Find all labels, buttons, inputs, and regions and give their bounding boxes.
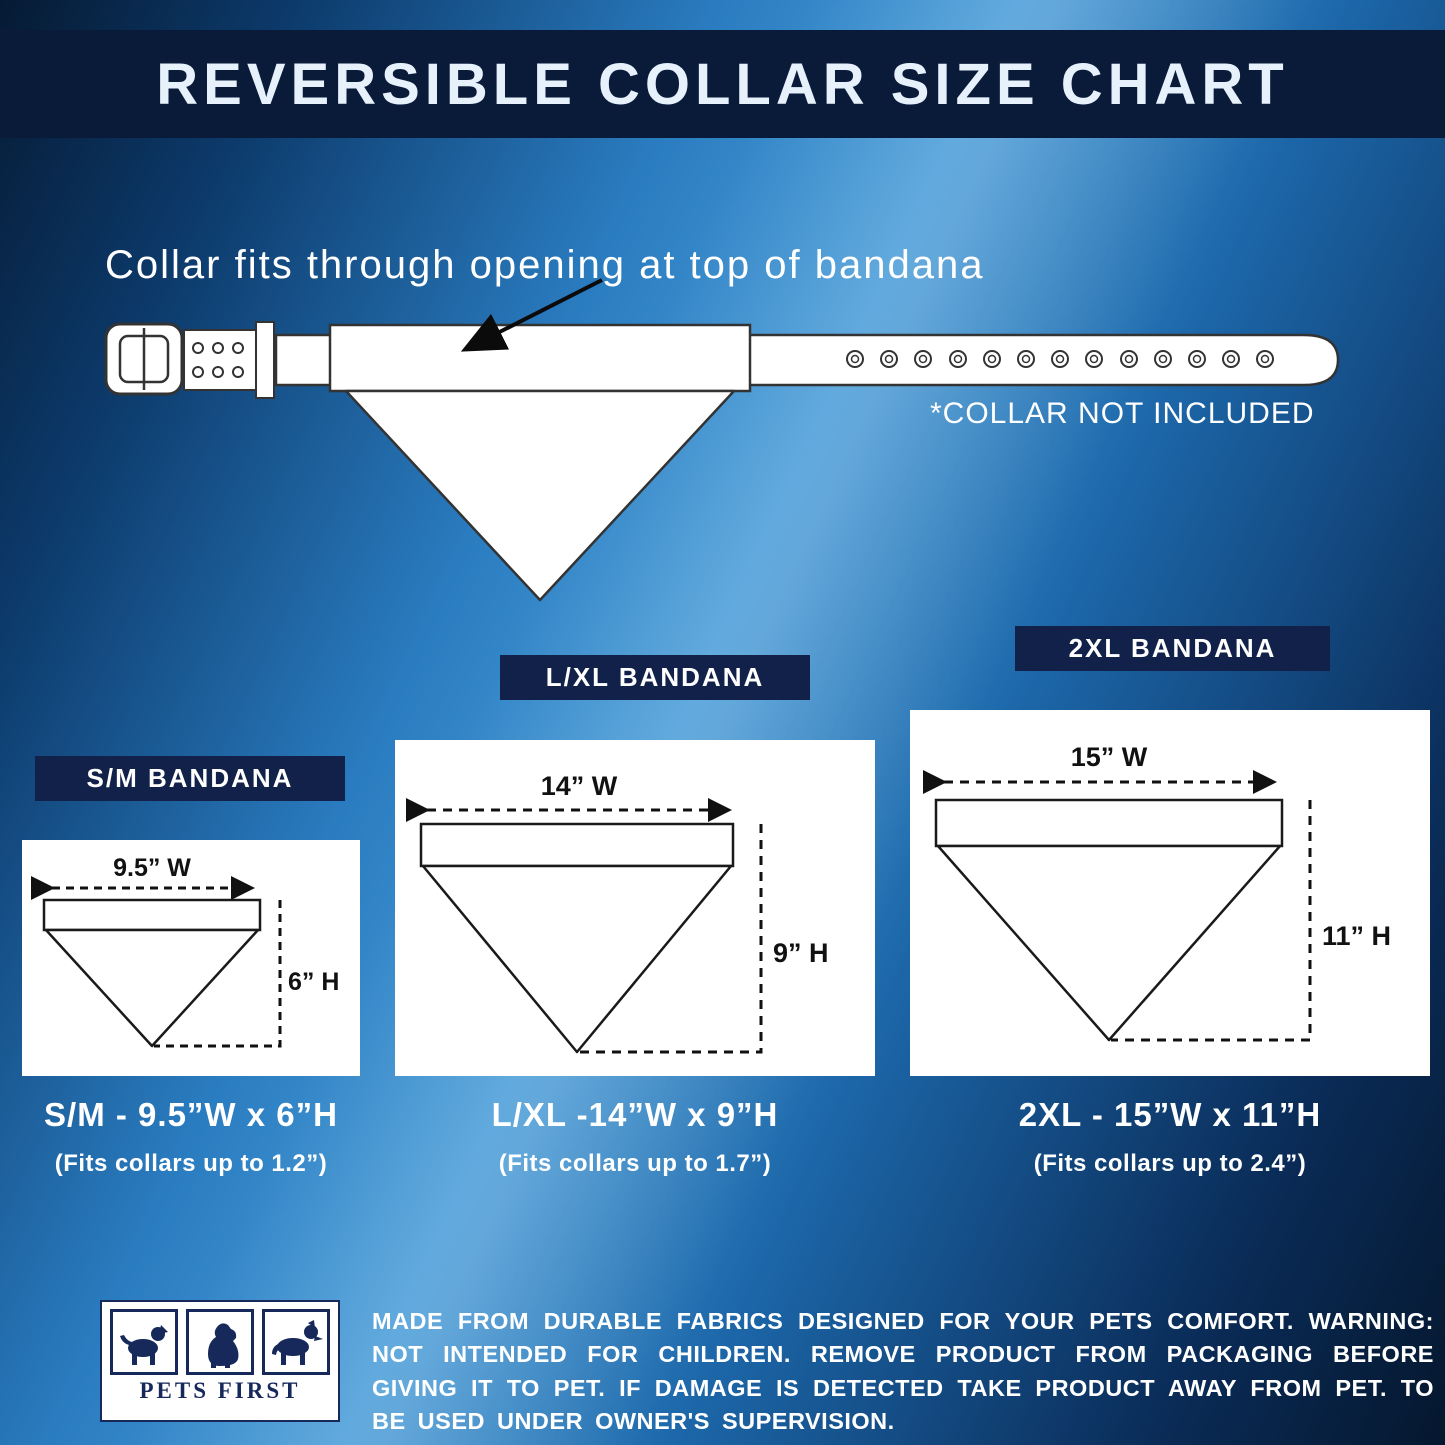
collar-illustration — [104, 278, 1340, 602]
size-diagram-2xl: 15” W 11” H — [910, 710, 1430, 1076]
collar-caption: Collar fits through opening at top of ba… — [105, 243, 985, 287]
bandana-sleeve — [328, 323, 752, 393]
bandana-triangle — [421, 864, 733, 1054]
width-label: 9.5” W — [113, 854, 191, 882]
height-label: 9” H — [773, 938, 829, 968]
bandana-triangle — [344, 389, 736, 602]
fits-text-2xl: (Fits collars up to 2.4”) — [1033, 1150, 1307, 1177]
dims-text-sm: S/M - 9.5”W x 6”H — [44, 1096, 338, 1133]
height-label: 6” H — [288, 968, 339, 996]
size-label-2xl: 2XL BANDANA — [1015, 626, 1330, 671]
dog-icon — [262, 1309, 330, 1375]
fits-text-sm: (Fits collars up to 1.2”) — [54, 1150, 328, 1177]
bandana-triangle — [44, 928, 260, 1048]
title-banner: REVERSIBLE COLLAR SIZE CHART — [0, 30, 1445, 138]
dims-text-lxl: L/XL -14”W x 9”H — [491, 1096, 779, 1133]
dog-icon — [110, 1309, 178, 1375]
panel-lxl: L/XL BANDANA 14” W 9” H L/XL -14”W x 9”H… — [395, 655, 875, 1200]
pets-first-logo: PETS FIRST — [100, 1300, 340, 1422]
height-guide — [1111, 800, 1312, 1042]
size-label-lxl: L/XL BANDANA — [500, 655, 810, 700]
bandana-band — [934, 798, 1284, 848]
brand-name: PETS FIRST — [139, 1378, 301, 1403]
bandana-band — [42, 898, 262, 932]
bandana-triangle — [936, 844, 1282, 1042]
pointer-arrow-icon — [460, 278, 603, 352]
bandana-diagram-2xl: 15” W 11” H — [923, 742, 1391, 1042]
size-diagram-lxl: 14” W 9” H — [395, 740, 875, 1076]
width-label: 15” W — [1071, 742, 1148, 772]
bandana-diagram-lxl: 14” W 9” H — [406, 771, 829, 1054]
width-label: 14” W — [541, 771, 618, 801]
size-label-sm: S/M BANDANA — [35, 756, 345, 801]
buckle-icon — [104, 321, 275, 399]
dog-frames — [110, 1309, 330, 1375]
collar-not-included-note: *COLLAR NOT INCLUDED — [930, 397, 1315, 430]
height-guide — [579, 824, 763, 1054]
bandana-diagram-sm: 9.5” W 6” H — [31, 854, 339, 1048]
height-guide — [154, 900, 282, 1048]
dims-text-2xl: 2XL - 15”W x 11”H — [1018, 1096, 1322, 1133]
disclaimer-text: MADE FROM DURABLE FABRICS DESIGNED FOR Y… — [372, 1308, 1434, 1435]
dog-icon — [186, 1309, 254, 1375]
height-label: 11” H — [1322, 921, 1391, 951]
panel-2xl: 2XL BANDANA 15” W 11” H 2XL - 15”W x 11”… — [910, 626, 1430, 1201]
fits-text-lxl: (Fits collars up to 1.7”) — [498, 1150, 772, 1177]
page-title: REVERSIBLE COLLAR SIZE CHART — [156, 51, 1289, 117]
panel-sm: S/M BANDANA 9.5” W 6” H S/M - 9.5”W x 6”… — [22, 756, 360, 1196]
bandana-band — [419, 822, 735, 868]
size-diagram-sm: 9.5” W 6” H — [22, 840, 360, 1076]
collar-holes — [846, 350, 1274, 368]
